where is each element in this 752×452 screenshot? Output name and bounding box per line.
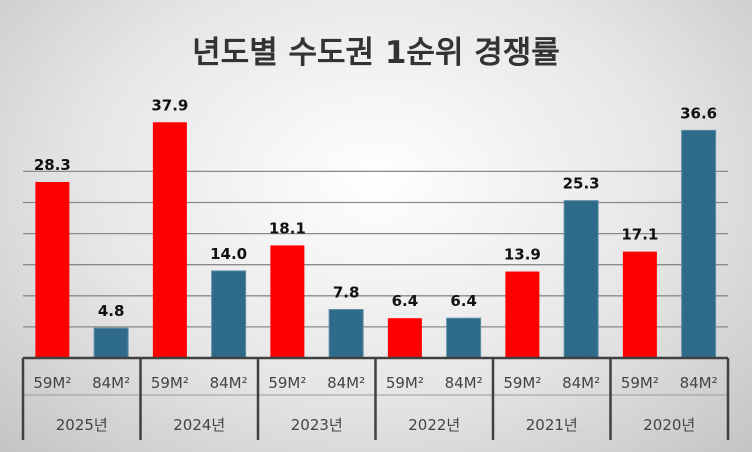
x-tick-label: 84M²: [210, 374, 248, 392]
x-tick-label: 84M²: [445, 374, 483, 392]
group-label: 2022년: [408, 416, 460, 434]
bar-84-2022: [446, 317, 482, 359]
group-label: 2023년: [291, 416, 343, 434]
x-tick-label: 84M²: [327, 374, 365, 392]
x-tick-label: 84M²: [92, 374, 130, 392]
x-tick-label: 59M²: [503, 374, 541, 392]
bar-59-2022: [387, 318, 422, 358]
data-label: 36.6: [680, 104, 717, 122]
data-label: 14.0: [210, 245, 247, 263]
data-label: 6.4: [392, 292, 419, 310]
group-label: 2020년: [643, 416, 695, 434]
bar-59-2021: [505, 271, 540, 358]
data-label: 7.8: [333, 283, 360, 301]
data-label: 6.4: [450, 292, 477, 310]
x-tick-label: 59M²: [151, 374, 189, 392]
bar-59-2020: [622, 251, 657, 358]
x-tick-label: 59M²: [621, 374, 659, 392]
chart-title: 년도별 수도권 1순위 경쟁률: [192, 35, 560, 71]
x-tick-label: 59M²: [268, 374, 306, 392]
group-label: 2024년: [173, 416, 225, 434]
bar-84-2020: [681, 129, 717, 359]
x-tick-label: 84M²: [680, 374, 718, 392]
x-tick-label: 59M²: [386, 374, 424, 392]
bar-84-2024: [211, 270, 247, 359]
bar-59-2023: [270, 245, 305, 358]
bar-84-2021: [563, 200, 599, 359]
group-label: 2025년: [56, 416, 108, 434]
x-tick-label: 59M²: [33, 374, 71, 392]
data-label: 4.8: [98, 302, 125, 320]
data-label: 13.9: [504, 246, 541, 264]
data-label: 37.9: [151, 96, 188, 114]
data-label: 17.1: [621, 226, 658, 244]
group-label: 2021년: [526, 416, 578, 434]
bar-59-2024: [152, 122, 187, 359]
x-tick-label: 84M²: [562, 374, 600, 392]
bar-59-2025: [35, 181, 70, 358]
data-label: 25.3: [563, 175, 600, 193]
bar-84-2023: [328, 308, 364, 359]
data-label: 18.1: [269, 219, 306, 237]
data-label: 28.3: [34, 156, 71, 174]
bar-84-2025: [93, 327, 129, 359]
